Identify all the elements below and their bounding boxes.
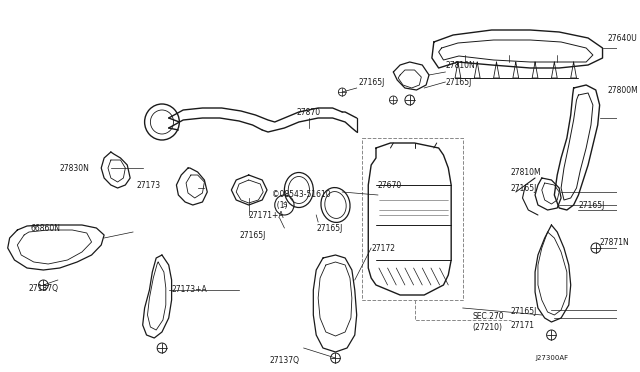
- Text: 27171+A: 27171+A: [249, 211, 284, 219]
- Text: 27165J: 27165J: [445, 77, 472, 87]
- Text: 27165J: 27165J: [511, 308, 538, 317]
- Text: J27300AF: J27300AF: [535, 355, 568, 361]
- Text: S: S: [282, 202, 287, 208]
- Text: 27830N: 27830N: [60, 164, 90, 173]
- Text: 27173+A: 27173+A: [172, 285, 207, 295]
- Text: 27165J: 27165J: [316, 224, 342, 232]
- Text: 27137Q: 27137Q: [29, 283, 59, 292]
- Text: 27165J: 27165J: [511, 183, 538, 192]
- Text: 27165J: 27165J: [358, 77, 385, 87]
- Text: 27871N: 27871N: [600, 237, 629, 247]
- Text: 27870: 27870: [296, 108, 321, 116]
- Text: 27670: 27670: [378, 180, 402, 189]
- Text: 27172: 27172: [371, 244, 395, 253]
- Text: 27171: 27171: [511, 321, 535, 330]
- Text: 27165J: 27165J: [239, 231, 266, 240]
- Text: SEC.270
(27210): SEC.270 (27210): [472, 312, 504, 332]
- Text: 27810M: 27810M: [511, 167, 541, 176]
- Text: 27640U: 27640U: [607, 33, 637, 42]
- Text: 66860N: 66860N: [31, 224, 61, 232]
- Text: ©08543-51610
  (1): ©08543-51610 (1): [272, 190, 330, 210]
- Text: 27173: 27173: [137, 180, 161, 189]
- Text: 27137Q: 27137Q: [270, 356, 300, 365]
- Text: 27165J: 27165J: [579, 201, 605, 209]
- Text: 27800M: 27800M: [607, 86, 638, 94]
- Text: 27810N: 27810N: [445, 61, 475, 70]
